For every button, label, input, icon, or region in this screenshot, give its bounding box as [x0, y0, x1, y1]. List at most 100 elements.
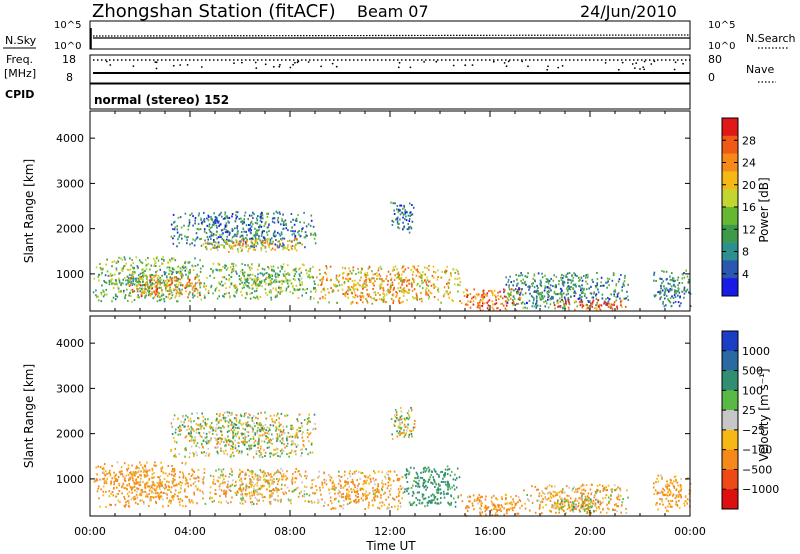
- range-gate-cell: [348, 490, 350, 493]
- range-gate-cell: [261, 214, 264, 217]
- range-gate-cell: [401, 281, 404, 284]
- range-gate-cell: [228, 245, 231, 248]
- range-gate-cell: [319, 297, 321, 300]
- range-gate-cell: [248, 229, 250, 232]
- range-gate-cell: [413, 267, 416, 270]
- range-gate-cell: [573, 291, 575, 294]
- range-gate-cell: [209, 274, 211, 277]
- range-gate-cell: [244, 211, 247, 214]
- range-gate-cell: [459, 280, 462, 283]
- range-gate-cell: [218, 263, 221, 266]
- range-gate-cell: [260, 470, 262, 473]
- range-gate-cell: [274, 296, 277, 299]
- range-gate-cell: [300, 271, 303, 274]
- range-gate-cell: [209, 440, 212, 443]
- range-gate-cell: [120, 473, 122, 476]
- range-gate-cell: [236, 441, 239, 444]
- range-gate-cell: [212, 429, 215, 432]
- range-gate-cell: [607, 300, 610, 303]
- range-gate-cell: [617, 291, 620, 294]
- range-gate-cell: [192, 215, 194, 218]
- range-gate-cell: [420, 275, 422, 278]
- range-gate-cell: [249, 227, 251, 230]
- range-gate-cell: [216, 413, 218, 416]
- range-gate-cell: [307, 274, 310, 277]
- range-gate-cell: [548, 280, 551, 282]
- range-gate-cell: [253, 503, 255, 505]
- range-gate-cell: [225, 241, 228, 244]
- range-gate-cell: [247, 274, 249, 277]
- range-gate-cell: [199, 267, 202, 270]
- range-gate-cell: [319, 486, 321, 489]
- range-gate-cell: [433, 494, 435, 497]
- range-gate-cell: [224, 437, 227, 440]
- range-gate-cell: [190, 475, 193, 477]
- range-gate-cell: [242, 427, 245, 430]
- range-gate-cell: [165, 472, 167, 475]
- range-gate-cell: [522, 293, 524, 296]
- range-gate-cell: [280, 223, 282, 226]
- range-gate-cell: [268, 274, 271, 277]
- range-gate-cell: [148, 287, 150, 290]
- range-gate-cell: [416, 473, 419, 476]
- range-gate-cell: [299, 284, 302, 287]
- range-gate-cell: [395, 291, 397, 293]
- range-gate-cell: [622, 282, 625, 285]
- range-gate-cell: [224, 481, 226, 484]
- range-gate-cell: [128, 490, 131, 493]
- range-gate-cell: [263, 242, 265, 244]
- range-gate-cell: [282, 263, 285, 266]
- range-gate-cell: [182, 475, 185, 477]
- range-gate-cell: [293, 489, 296, 491]
- range-gate-cell: [217, 236, 220, 239]
- range-gate-cell: [309, 420, 311, 423]
- range-gate-cell: [291, 240, 293, 243]
- range-gate-cell: [309, 276, 311, 279]
- range-gate-cell: [242, 227, 245, 230]
- range-gate-cell: [120, 284, 122, 286]
- range-gate-cell: [354, 296, 356, 299]
- range-gate-cell: [180, 420, 183, 423]
- range-gate-cell: [118, 256, 120, 259]
- range-gate-cell: [399, 286, 402, 289]
- range-gate-cell: [258, 487, 261, 490]
- range-gate-cell: [260, 220, 263, 223]
- range-gate-cell: [562, 306, 564, 309]
- range-gate-cell: [599, 303, 601, 306]
- range-gate-cell: [301, 448, 303, 451]
- range-gate-cell: [545, 300, 547, 303]
- range-gate-cell: [242, 442, 244, 445]
- range-gate-cell: [300, 475, 302, 478]
- range-gate-cell: [615, 296, 617, 299]
- range-gate-cell: [497, 298, 500, 301]
- range-gate-cell: [240, 277, 243, 280]
- range-gate-cell: [172, 237, 174, 240]
- range-gate-cell: [209, 424, 212, 427]
- range-gate-cell: [206, 242, 209, 245]
- range-gate-cell: [329, 499, 332, 502]
- range-gate-cell: [519, 293, 521, 296]
- range-gate-cell: [140, 261, 142, 264]
- range-gate-cell: [145, 259, 147, 261]
- range-gate-cell: [261, 428, 263, 431]
- range-gate-cell: [233, 269, 235, 272]
- range-gate-cell: [248, 447, 251, 450]
- range-gate-cell: [193, 244, 196, 247]
- range-gate-cell: [402, 270, 404, 273]
- range-gate-cell: [149, 279, 151, 282]
- range-gate-cell: [508, 286, 510, 289]
- range-gate-cell: [433, 296, 436, 298]
- range-gate-cell: [621, 305, 623, 308]
- range-gate-cell: [446, 465, 449, 468]
- range-gate-cell: [574, 300, 576, 303]
- range-gate-cell: [138, 493, 141, 496]
- range-gate-cell: [170, 486, 173, 489]
- range-gate-cell: [236, 288, 239, 291]
- range-gate-cell: [294, 481, 296, 484]
- range-gate-cell: [273, 498, 275, 501]
- range-gate-cell: [516, 291, 518, 294]
- range-gate-cell: [118, 471, 121, 474]
- range-gate-cell: [285, 287, 288, 290]
- range-gate-cell: [226, 267, 229, 269]
- range-gate-cell: [421, 279, 423, 282]
